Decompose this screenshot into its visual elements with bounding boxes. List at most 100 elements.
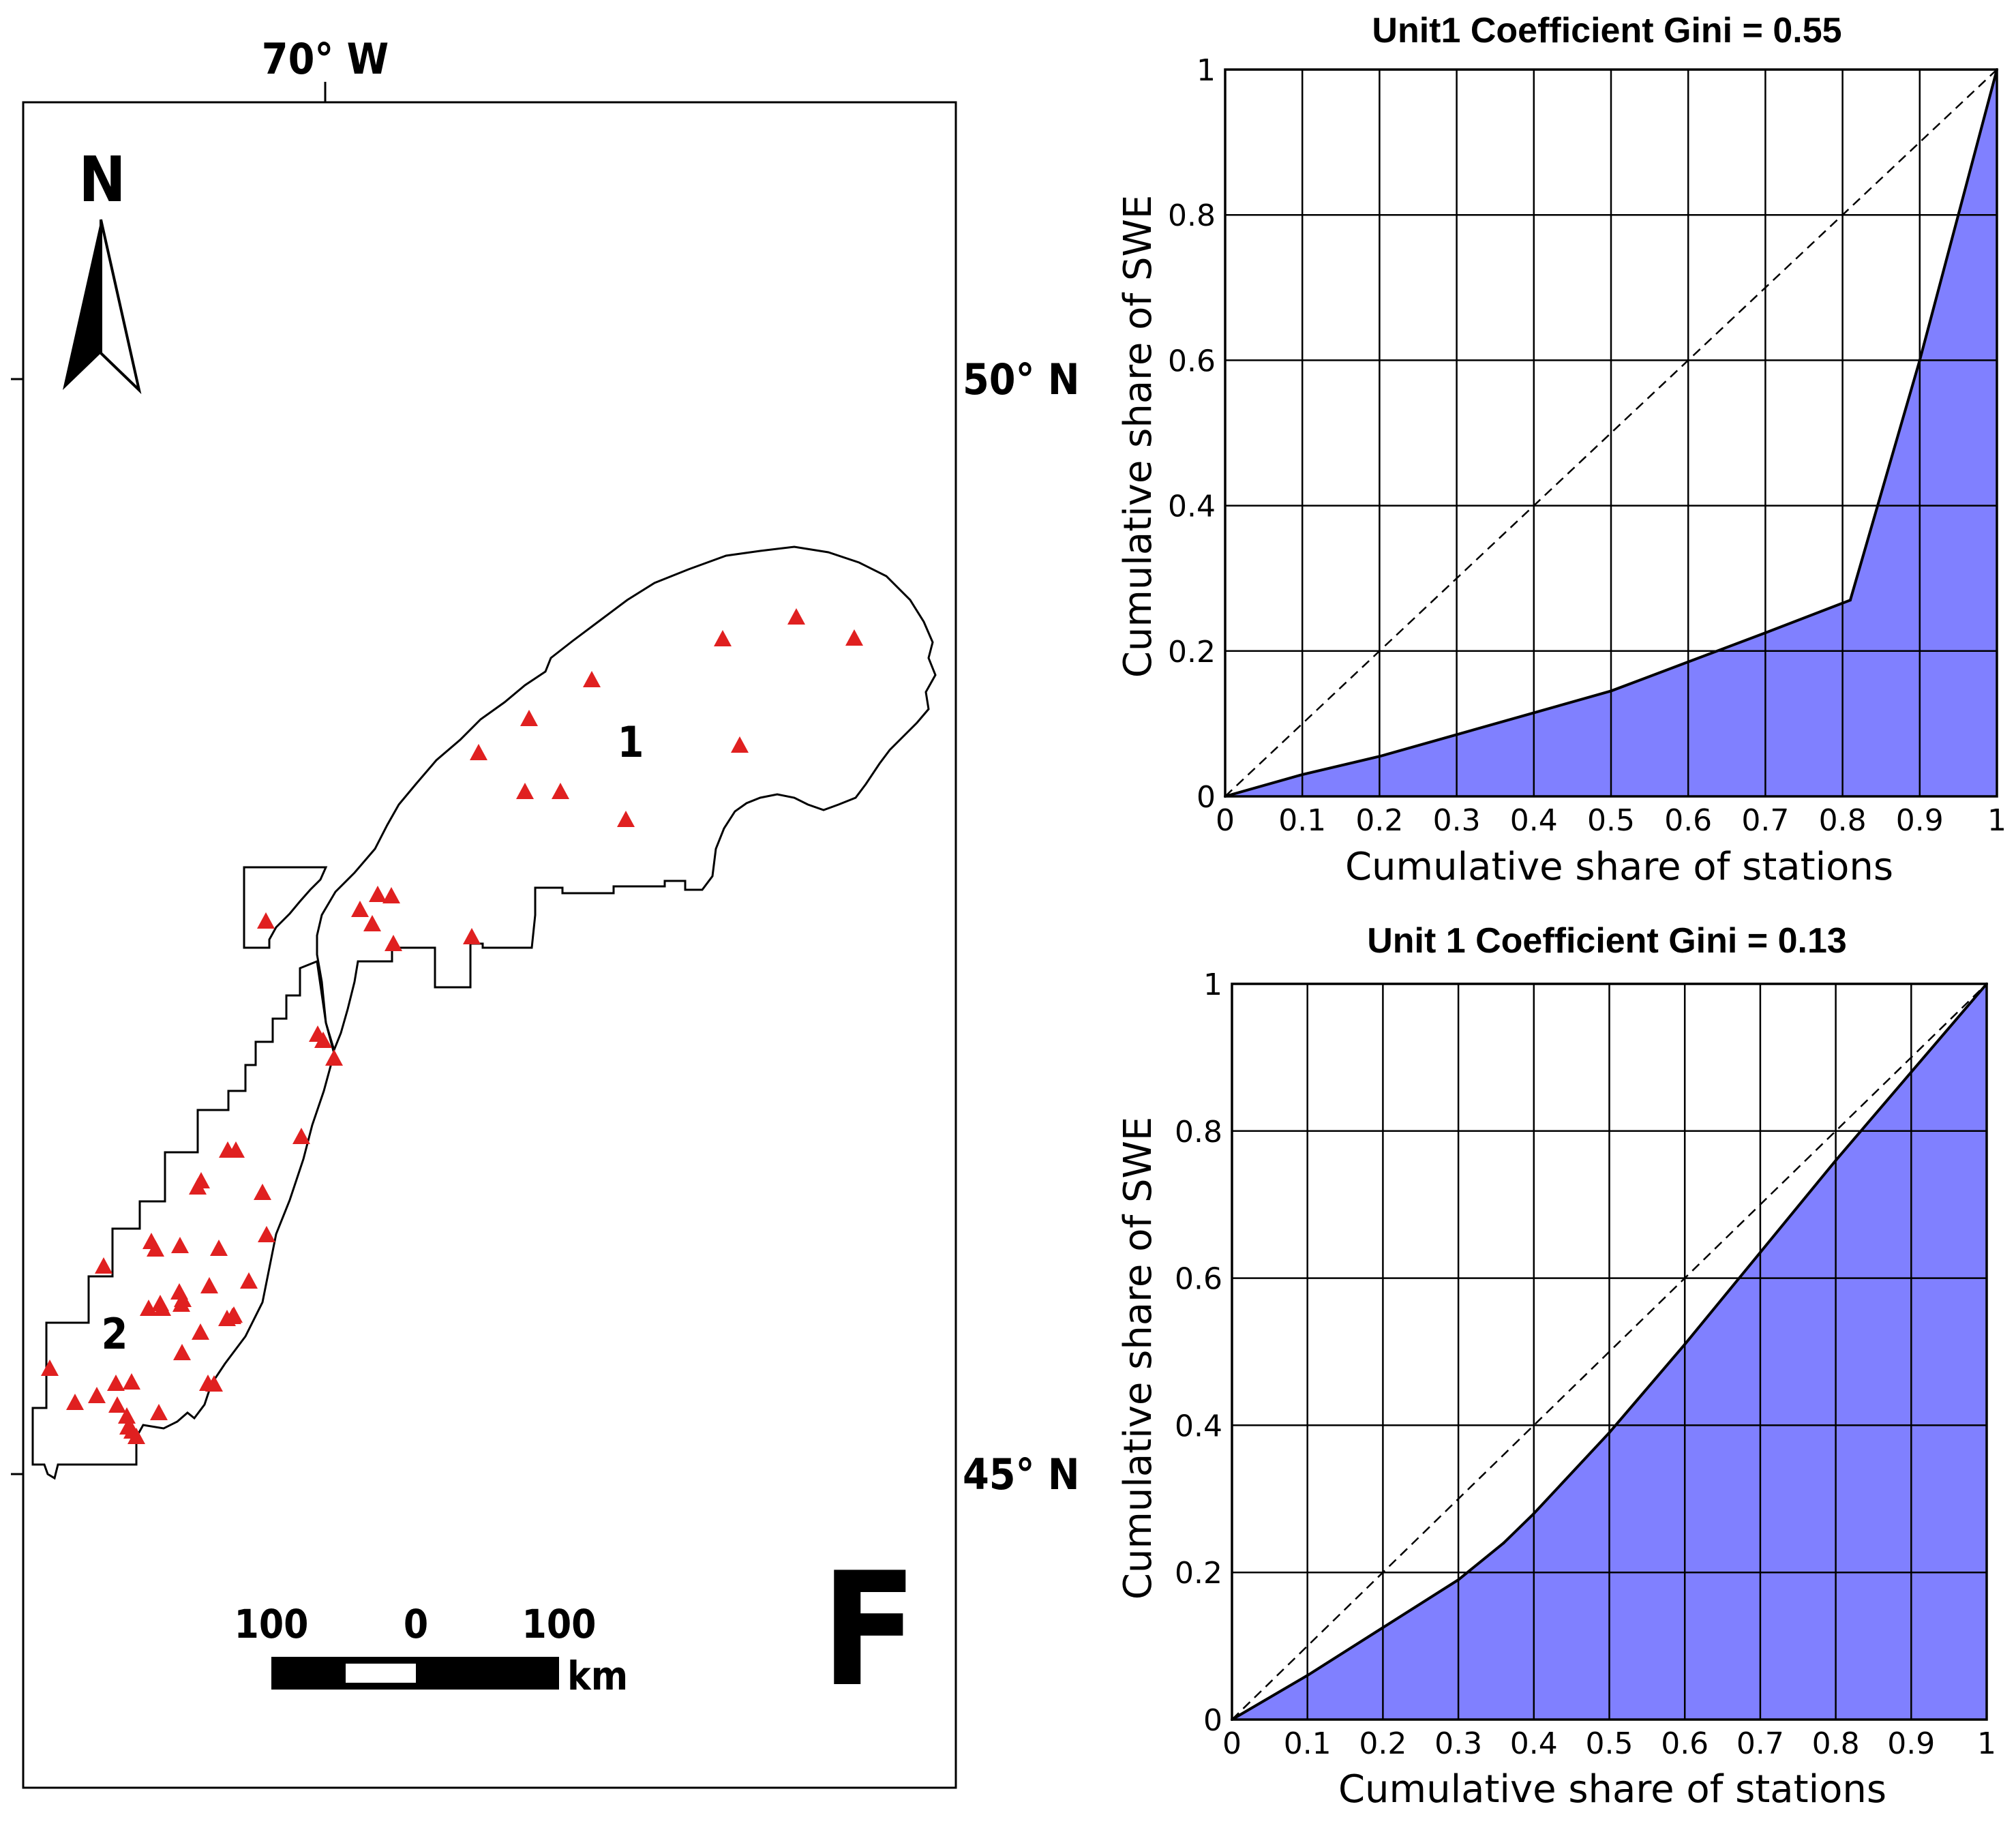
lorenz-curve (1231, 982, 1988, 1721)
station-marker-icon (257, 912, 275, 929)
y-tick-label: 0.4 (1175, 1409, 1222, 1443)
station-marker-icon (240, 1272, 258, 1289)
x-tick-label: 0.8 (1819, 803, 1867, 838)
lorenz-point (1918, 359, 1921, 362)
lorenz-point (1608, 1431, 1611, 1435)
y-tick-label: 0.6 (1168, 344, 1216, 378)
chart-2-plot-area: 0 0.1 0.2 0.3 0.4 0.5 0.6 0.7 0.8 0.9 1 0 0.2 0.4 0.6 0… (1175, 967, 1996, 1761)
station-marker-icon (325, 1049, 343, 1066)
y-tick-label: 0.6 (1175, 1262, 1222, 1297)
chart-2-title: Unit 1 Coefficient Gini = 0.13 (1367, 921, 1847, 961)
station-marker-icon (200, 1277, 218, 1293)
scale-bar-segment (346, 1664, 416, 1683)
scale-label-right: 100 (522, 1601, 597, 1647)
lorenz-point (1910, 1070, 1913, 1074)
y-tick-label: 0.2 (1175, 1556, 1222, 1591)
station-marker-icon (140, 1300, 157, 1316)
x-tick-label: 1 (1987, 803, 2006, 838)
region-1-inset (243, 866, 328, 949)
region-2-outline (31, 959, 335, 1480)
station-marker-icon (123, 1373, 140, 1390)
x-tick-label: 0.5 (1586, 1726, 1634, 1761)
station-marker-icon (189, 1178, 207, 1195)
station-marker-icon (227, 1141, 245, 1158)
plot-frame (1231, 982, 1988, 1721)
station-marker-icon (787, 608, 805, 625)
x-tick-label: 0.7 (1741, 803, 1789, 838)
lorenz-chart-1: Unit1 Coefficient Gini = 0.55 0 0.1 0.2 0.3… (1116, 11, 2006, 889)
x-tick-label: 0.7 (1736, 1726, 1784, 1761)
x-tick-label: 0.6 (1664, 803, 1712, 838)
x-tick-label: 0.2 (1355, 803, 1403, 838)
station-marker-icon (107, 1375, 125, 1391)
x-tick-label: 0.6 (1661, 1726, 1709, 1761)
x-tick-label: 0.4 (1510, 1726, 1558, 1761)
figure-label: F (821, 1540, 917, 1722)
station-marker-icon (314, 1032, 332, 1048)
station-marker-icon (171, 1237, 189, 1253)
station-marker-icon (88, 1387, 106, 1403)
station-marker-icon (172, 1295, 190, 1312)
station-marker-icon (369, 886, 387, 902)
chart-1-title: Unit1 Coefficient Gini = 0.55 (1372, 11, 1841, 50)
station-marker-icon (127, 1428, 145, 1444)
station-marker-icon (463, 928, 481, 944)
plot-frame (1224, 68, 1998, 798)
y-tick-label: 0.8 (1175, 1115, 1222, 1150)
y-tick-label: 1 (1203, 967, 1222, 1002)
x-tick-label: 0.9 (1887, 1726, 1935, 1761)
region-2-label: 2 (102, 1309, 128, 1359)
lorenz-point (1457, 1578, 1460, 1581)
lorenz-point (1834, 1158, 1837, 1162)
y-tick-label: 0 (1203, 1703, 1222, 1738)
map-frame (22, 101, 957, 1789)
station-marker-icon (292, 1128, 310, 1144)
equality-line (1224, 69, 1998, 797)
lorenz-point (1455, 733, 1458, 736)
station-marker-icon (225, 1306, 243, 1323)
latitude-label-50: 50° N (963, 355, 1080, 404)
equality-line (1231, 983, 1987, 1720)
north-arrow-icon (63, 219, 142, 395)
station-marker-icon (845, 629, 863, 646)
lorenz-point (1381, 1626, 1385, 1630)
chart-2-xlabel: Cumulative share of stations (1338, 1767, 1886, 1812)
station-marker-icon (731, 736, 749, 753)
station-marker-icon (385, 935, 402, 951)
y-tick-label: 0.2 (1168, 635, 1216, 670)
lorenz-point (1502, 1542, 1505, 1545)
station-marker-icon (95, 1257, 112, 1274)
lorenz-point (1764, 631, 1767, 635)
station-marker-icon (108, 1396, 126, 1413)
x-tick-label: 0 (1222, 1726, 1242, 1761)
x-tick-label: 0.9 (1896, 803, 1944, 838)
station-marker-icon (363, 915, 381, 931)
station-marker-icon (173, 1344, 191, 1360)
latitude-label-45: 45° N (963, 1450, 1080, 1499)
x-tick-label: 0.3 (1434, 1726, 1482, 1761)
map-panel: 70° W 50° N 45° N N 1 2 100 0 100 km F (11, 34, 1080, 1789)
x-tick-label: 0.8 (1812, 1726, 1860, 1761)
station-marker-icon (520, 710, 538, 726)
station-marker-icon (552, 783, 569, 799)
station-marker-icon (258, 1226, 275, 1242)
lorenz-point (1532, 1512, 1535, 1515)
y-tick-label: 0.8 (1168, 198, 1216, 233)
scale-unit-label: km (567, 1653, 628, 1699)
station-marker-icon (382, 887, 400, 903)
station-marker-icon (714, 630, 732, 646)
y-tick-label: 1 (1197, 53, 1216, 88)
chart-2-ylabel: Cumulative share of SWE (1116, 1117, 1160, 1600)
station-marker-icon (516, 783, 534, 799)
x-tick-label: 0.2 (1359, 1726, 1406, 1761)
lorenz-point (1848, 599, 1852, 602)
scale-bar (271, 1657, 559, 1690)
x-tick-label: 0.3 (1433, 803, 1481, 838)
x-tick-label: 0.1 (1278, 803, 1326, 838)
region-1-label: 1 (618, 717, 644, 767)
station-marker-icon (210, 1240, 228, 1256)
station-marker-icon (205, 1375, 223, 1392)
chart-1-ylabel: Cumulative share of SWE (1116, 195, 1160, 678)
station-marker-icon (617, 811, 635, 827)
